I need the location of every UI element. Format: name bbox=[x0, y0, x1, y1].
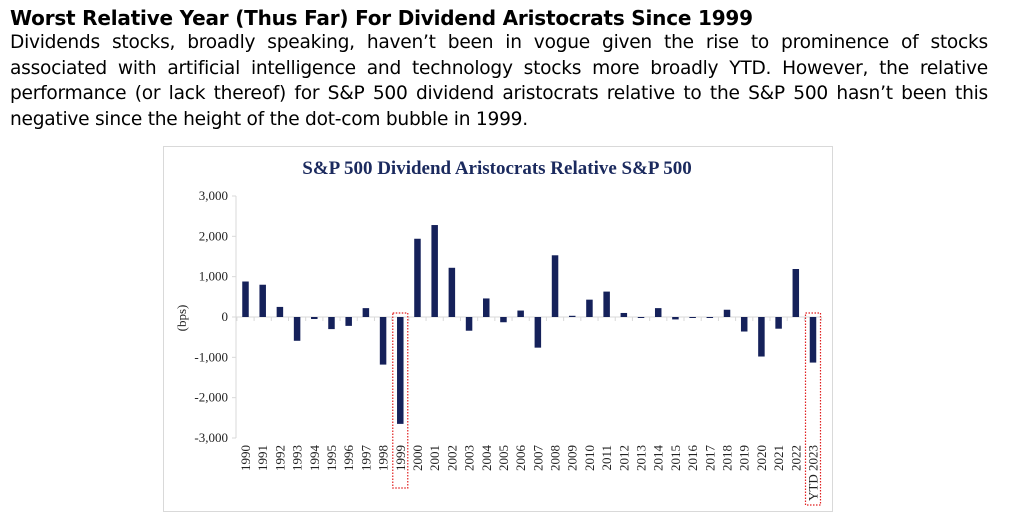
x-category-label: 2007 bbox=[530, 445, 545, 472]
x-category-label: 2013 bbox=[634, 445, 649, 471]
bar-2007 bbox=[534, 317, 542, 348]
bar-1999 bbox=[397, 317, 404, 424]
bar-2000 bbox=[414, 238, 421, 317]
bar-2010 bbox=[586, 299, 593, 317]
y-axis-label: (bps) bbox=[174, 305, 189, 332]
x-category-label: 1990 bbox=[238, 445, 253, 471]
bar-2006 bbox=[517, 310, 524, 317]
headline: Worst Relative Year (Thus Far) For Divid… bbox=[10, 6, 753, 30]
x-category-label: 2017 bbox=[702, 445, 717, 472]
x-category-label: 1995 bbox=[324, 445, 339, 471]
y-axis-ticks: 3,000 2,000 1,000 0 -1,000 -2,000 -3,000 bbox=[194, 188, 236, 445]
highlight-box-ytd-2023 bbox=[804, 312, 822, 506]
bar-2001 bbox=[431, 225, 438, 317]
x-category-label: 2015 bbox=[668, 445, 683, 471]
y-tick-label: -3,000 bbox=[194, 430, 228, 445]
bar-2002 bbox=[448, 267, 456, 317]
x-category-label: 2003 bbox=[462, 445, 477, 471]
bar-2013 bbox=[637, 317, 645, 318]
bar-2021 bbox=[775, 317, 782, 329]
x-category-label: YTD 2023 bbox=[806, 445, 821, 501]
bar-2003 bbox=[465, 317, 473, 331]
y-tick-label: 3,000 bbox=[199, 188, 228, 203]
x-category-label: 2004 bbox=[479, 445, 494, 472]
x-category-label: 2018 bbox=[720, 445, 735, 471]
body-paragraph: Dividends stocks, broadly speaking, have… bbox=[10, 32, 988, 130]
x-axis-category-labels: 1990 1991 1992 1993 1994 1995 1996 1997 1998 1999… bbox=[238, 445, 821, 501]
x-category-label: 2011 bbox=[599, 445, 614, 471]
x-category-label: 2012 bbox=[616, 445, 631, 471]
bar-1991 bbox=[259, 284, 266, 317]
bar-2009 bbox=[568, 315, 576, 317]
y-tick-label: 0 bbox=[222, 309, 229, 324]
x-category-label: 2009 bbox=[565, 445, 580, 471]
x-category-label: 2001 bbox=[427, 445, 442, 471]
bar-2019 bbox=[740, 317, 748, 332]
bar-2014 bbox=[654, 308, 662, 317]
x-category-label: 2016 bbox=[685, 445, 700, 472]
bar-ytd-2023 bbox=[809, 317, 817, 363]
chart-title: S&P 500 Dividend Aristocrats Relative S&… bbox=[302, 158, 691, 179]
x-category-label: 2019 bbox=[737, 445, 752, 471]
bar-1992 bbox=[276, 306, 284, 317]
x-category-label: 2014 bbox=[651, 445, 666, 472]
bar-1998 bbox=[379, 317, 387, 365]
bar-2018 bbox=[723, 309, 731, 317]
x-category-label: 2002 bbox=[444, 445, 459, 471]
bar-2005 bbox=[500, 317, 507, 323]
x-category-label: 2008 bbox=[548, 445, 563, 471]
x-category-label: 1994 bbox=[307, 445, 322, 472]
bar-1994 bbox=[311, 317, 318, 320]
y-tick-label: 1,000 bbox=[199, 269, 228, 284]
x-category-label: 1997 bbox=[358, 445, 373, 472]
highlight-box-1999 bbox=[392, 312, 409, 489]
x-category-label: 1991 bbox=[255, 445, 270, 471]
y-tick-label: -2,000 bbox=[194, 390, 228, 405]
bar-2012 bbox=[620, 312, 628, 317]
x-category-label: 1999 bbox=[393, 445, 408, 471]
bar-2022 bbox=[792, 269, 800, 317]
bar-2008 bbox=[551, 255, 559, 317]
x-category-label: 1996 bbox=[341, 445, 356, 472]
x-axis-ticks bbox=[236, 317, 823, 321]
bar-1996 bbox=[345, 317, 352, 326]
chart-frame bbox=[163, 146, 833, 512]
bar-1995 bbox=[328, 317, 335, 330]
bar-2016 bbox=[689, 317, 696, 318]
bar-2011 bbox=[603, 291, 610, 317]
y-tick-label: 2,000 bbox=[199, 228, 228, 243]
x-category-label: 2006 bbox=[513, 445, 528, 472]
bar-2004 bbox=[483, 298, 490, 317]
x-category-label: 2000 bbox=[410, 445, 425, 471]
highlight-boxes bbox=[392, 312, 822, 506]
x-category-label: 1998 bbox=[376, 445, 391, 471]
bar-2020 bbox=[758, 317, 765, 357]
bar-2017 bbox=[706, 317, 714, 318]
x-category-label: 2010 bbox=[582, 445, 597, 471]
x-category-label: 2005 bbox=[496, 445, 511, 471]
x-category-label: 2021 bbox=[771, 445, 786, 471]
bar-1990 bbox=[242, 281, 249, 317]
x-category-label: 1992 bbox=[272, 445, 287, 471]
bar-1997 bbox=[362, 308, 370, 317]
y-tick-label: -1,000 bbox=[194, 349, 228, 364]
x-category-label: 2022 bbox=[788, 445, 803, 471]
x-category-label: 2020 bbox=[754, 445, 769, 471]
bars bbox=[242, 225, 817, 424]
x-category-label: 1993 bbox=[290, 445, 305, 471]
bar-1993 bbox=[293, 317, 301, 341]
bar-2015 bbox=[672, 317, 679, 320]
